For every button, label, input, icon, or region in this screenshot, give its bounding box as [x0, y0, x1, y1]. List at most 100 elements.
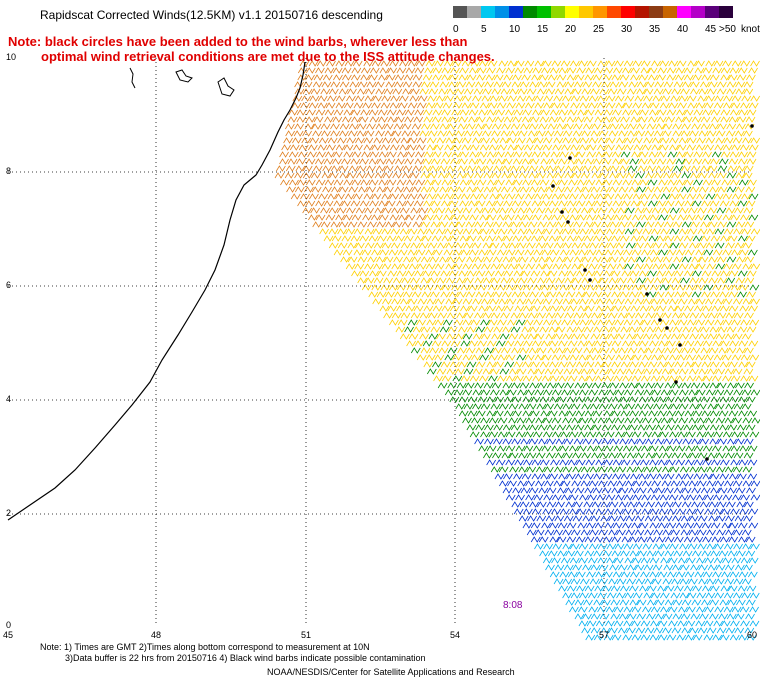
- wind-barb: [333, 74, 343, 81]
- wind-barb: [597, 263, 608, 270]
- wind-barb: [691, 396, 702, 403]
- wind-barb: [627, 277, 637, 284]
- wind-barb: [427, 242, 438, 249]
- wind-barb: [477, 340, 488, 347]
- wind-barb: [674, 291, 684, 298]
- wind-barb: [620, 361, 631, 368]
- wind-barb: [530, 536, 541, 543]
- wind-barb: [586, 522, 596, 529]
- wind-barb: [340, 256, 350, 263]
- wind-barb: [669, 354, 679, 361]
- wind-barb: [516, 242, 527, 249]
- wind-barb: [639, 305, 650, 312]
- wind-barb: [595, 305, 606, 312]
- wind-barb: [305, 158, 316, 165]
- wind-barb: [724, 368, 735, 375]
- wind-barb: [396, 179, 407, 186]
- wind-barb: [701, 74, 712, 81]
- wind-barb: [540, 473, 551, 480]
- wind-barb: [489, 95, 500, 102]
- wind-barb: [518, 403, 529, 410]
- wind-barb: [707, 88, 717, 95]
- wind-barb: [738, 571, 749, 578]
- wind-barb: [697, 95, 708, 102]
- wind-barb: [498, 60, 509, 67]
- latitude-tick-label: 0: [6, 620, 12, 630]
- wind-barb: [615, 431, 625, 438]
- wind-barb: [524, 431, 534, 438]
- wind-barb: [697, 242, 707, 249]
- wind-barb: [499, 403, 509, 410]
- wind-barb: [426, 319, 437, 326]
- wind-barb: [613, 606, 624, 613]
- wind-barb: [737, 326, 748, 333]
- wind-barb: [337, 242, 348, 249]
- wind-barb: [542, 508, 552, 515]
- wind-barb: [587, 417, 598, 424]
- wind-barb: [524, 354, 535, 361]
- wind-barb: [564, 221, 574, 228]
- wind-barb: [466, 165, 477, 172]
- wind-barb: [687, 60, 698, 67]
- wind-barb: [632, 494, 642, 501]
- wind-barb: [681, 452, 691, 459]
- wind-barb: [518, 466, 529, 473]
- wind-barb: [717, 221, 728, 228]
- wind-barb: [592, 235, 603, 242]
- wind-barb: [663, 564, 674, 571]
- wind-barb: [746, 291, 756, 298]
- wind-barb: [364, 172, 375, 179]
- wind-barb: [484, 438, 494, 445]
- wind-barb: [680, 613, 691, 620]
- wind-barb: [605, 354, 616, 361]
- wind-barb: [343, 151, 354, 158]
- wind-barb: [441, 305, 452, 312]
- wind-barb: [478, 109, 489, 116]
- wind-barb: [510, 123, 521, 130]
- wind-barb: [700, 326, 710, 333]
- wind-barb: [516, 95, 527, 102]
- wind-barb: [389, 144, 400, 151]
- wind-barb: [566, 361, 577, 368]
- wind-barb: [551, 319, 562, 326]
- wind-barb: [602, 340, 613, 347]
- wind-barb: [645, 256, 656, 263]
- wind-barb: [733, 228, 743, 235]
- wind-barb: [675, 249, 686, 256]
- wind-barb: [346, 95, 356, 102]
- wind-barb: [746, 109, 757, 116]
- wind-barb: [626, 613, 637, 620]
- wind-barb: [555, 326, 566, 333]
- wind-barb: [434, 298, 445, 305]
- wind-barb: [684, 200, 694, 207]
- wind-barb: [309, 193, 319, 200]
- wind-barb: [566, 74, 577, 81]
- wind-barb: [653, 452, 663, 459]
- wind-barb: [556, 347, 566, 354]
- wind-barb: [641, 445, 651, 452]
- wind-barb: [647, 585, 657, 592]
- wind-barb: [692, 585, 702, 592]
- wind-barb: [483, 186, 494, 193]
- wind-barb: [529, 116, 540, 123]
- wind-barb: [718, 550, 729, 557]
- wind-barb: [586, 571, 596, 578]
- wind-barb: [556, 116, 567, 123]
- wind-barb: [390, 95, 400, 102]
- wind-barb: [438, 221, 449, 228]
- wind-barb: [645, 172, 655, 179]
- wind-barb: [533, 95, 544, 102]
- wind-barb: [671, 627, 682, 634]
- wind-barb: [589, 368, 599, 375]
- wind-barb: [619, 599, 630, 606]
- wind-barb: [475, 424, 486, 431]
- wind-barb: [487, 179, 497, 186]
- wind-barb: [327, 137, 338, 144]
- wind-barb: [348, 130, 358, 137]
- wind-barb: [629, 585, 639, 592]
- wind-barb: [594, 522, 605, 529]
- wind-barb: [635, 130, 646, 137]
- wind-barb: [624, 417, 635, 424]
- wind-barb: [545, 277, 556, 284]
- wind-barb: [488, 144, 499, 151]
